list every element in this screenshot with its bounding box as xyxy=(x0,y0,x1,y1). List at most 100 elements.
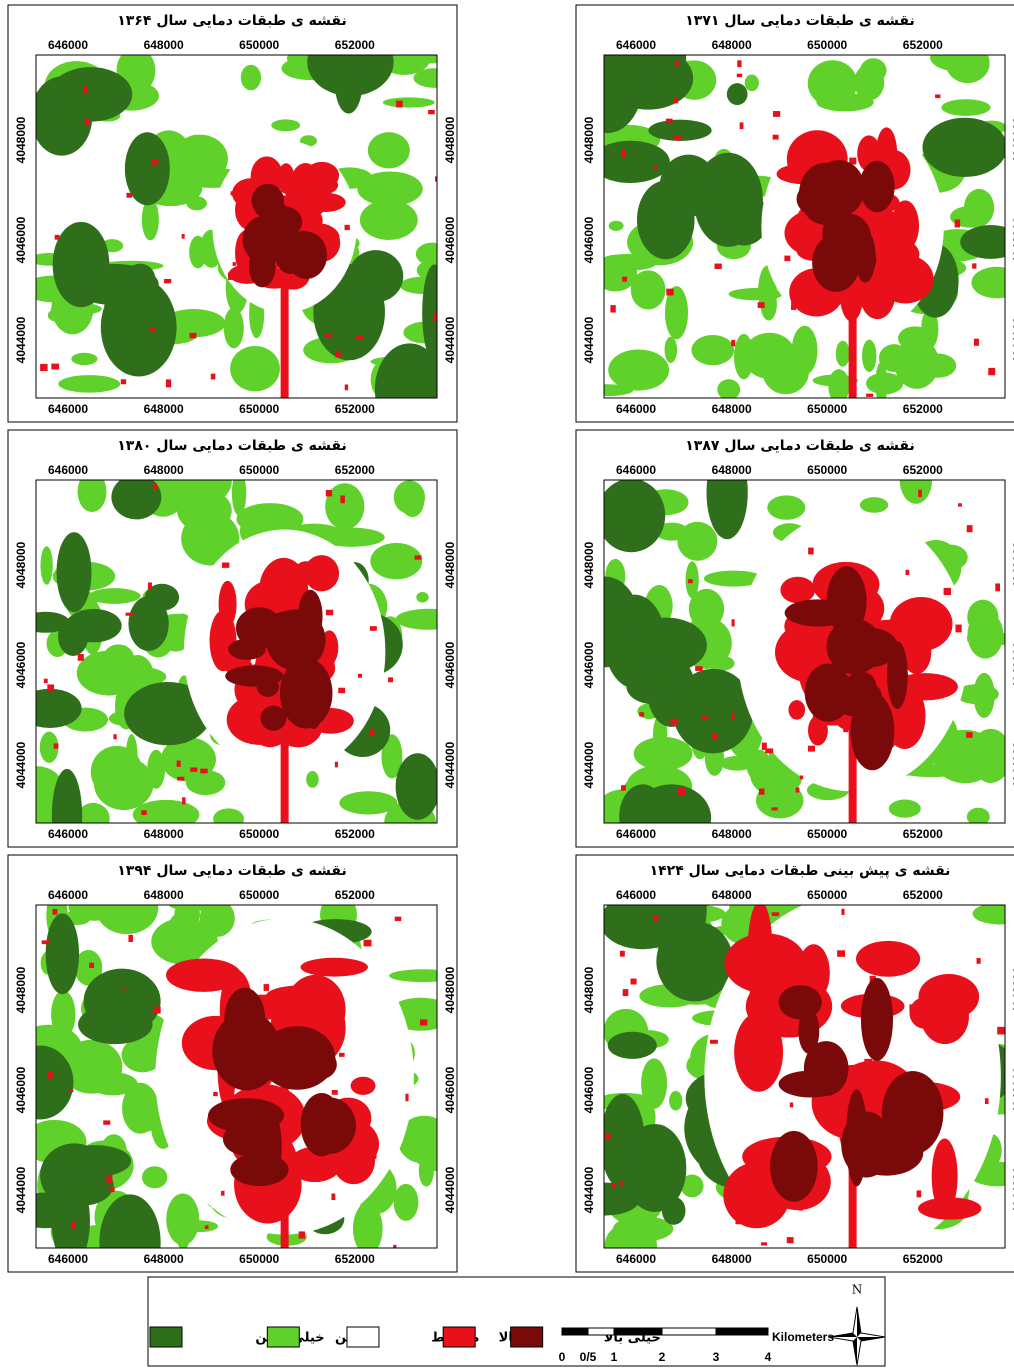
red-speck xyxy=(610,305,616,313)
red-speck xyxy=(761,742,767,750)
red-speck xyxy=(83,86,87,94)
light-green-patch xyxy=(664,286,689,340)
red-road xyxy=(280,226,289,398)
red-speck xyxy=(678,787,686,796)
red-speck xyxy=(757,302,765,308)
scale-label: 3 xyxy=(713,1350,720,1364)
red-patch xyxy=(166,958,242,992)
red-speck xyxy=(356,335,364,340)
red-speck xyxy=(758,788,765,795)
light-green-patch xyxy=(691,334,735,366)
x-tick-label: 650000 xyxy=(807,463,847,477)
red-speck xyxy=(791,301,795,309)
light-green-patch xyxy=(941,99,991,116)
dark-green-patch xyxy=(58,1145,132,1177)
red-patch xyxy=(734,1012,784,1092)
x-tick-label: 648000 xyxy=(144,827,184,841)
dark-green-patch xyxy=(656,921,734,1002)
red-speck xyxy=(176,760,181,767)
y-tick-label: 4046000 xyxy=(14,641,28,688)
map-frame xyxy=(603,54,1006,399)
legend-swatch xyxy=(510,1326,544,1348)
light-green-patch xyxy=(370,542,423,580)
x-tick-label: 646000 xyxy=(616,463,656,477)
dark-green-patch xyxy=(334,55,363,114)
red-road xyxy=(280,651,289,823)
light-green-patch xyxy=(181,511,240,566)
y-tick-label: 4048000 xyxy=(1011,116,1014,163)
y-tick-label: 4046000 xyxy=(14,1066,28,1113)
y-tick-label: 4044000 xyxy=(1011,741,1014,788)
red-speck xyxy=(673,97,679,104)
dark-green-patch xyxy=(36,688,82,729)
x-tick-label: 646000 xyxy=(616,1252,656,1266)
scale-segment xyxy=(587,1327,615,1336)
map xyxy=(36,480,437,823)
red-speck xyxy=(230,191,236,196)
red-speck xyxy=(864,1058,873,1064)
red-patch xyxy=(918,974,980,1020)
red-speck xyxy=(369,626,377,631)
x-tick-label: 652000 xyxy=(335,38,375,52)
red-speck xyxy=(618,1181,624,1185)
red-speck xyxy=(335,350,341,358)
dark-green-patch xyxy=(960,225,1005,259)
red-speck xyxy=(221,1190,225,1196)
dark-red-patch xyxy=(826,566,867,636)
light-green-patch xyxy=(920,353,957,378)
dark-red-patch xyxy=(859,160,895,213)
light-green-patch xyxy=(132,799,200,823)
x-tick-label: 646000 xyxy=(616,888,656,902)
light-green-patch xyxy=(608,349,670,391)
light-green-patch xyxy=(393,1183,419,1221)
y-tick-label: 4044000 xyxy=(582,741,596,788)
x-tick-label: 646000 xyxy=(48,402,88,416)
red-patch xyxy=(855,940,921,977)
light-green-patch xyxy=(664,336,678,364)
red-speck xyxy=(182,797,186,805)
x-tick-label: 648000 xyxy=(712,463,752,477)
red-speck xyxy=(916,1190,922,1198)
x-tick-label: 648000 xyxy=(144,1252,184,1266)
red-speck xyxy=(232,262,236,266)
scale-unit: Kilometers xyxy=(772,1330,834,1344)
dark-green-patch xyxy=(36,1192,77,1229)
dark-green-patch xyxy=(604,1182,640,1216)
panel-title: نقشه ی طبقات دمایی سال ۱۳۸۷ xyxy=(685,438,914,454)
light-green-patch xyxy=(325,483,365,530)
light-green-patch xyxy=(862,339,877,373)
dark-green-patch xyxy=(56,532,92,613)
red-patch xyxy=(724,933,807,994)
light-green-patch xyxy=(703,570,764,587)
red-speck xyxy=(298,1231,305,1239)
panel-title: نقشه ی پیش بینی طبقات دمایی سال ۱۴۲۴ xyxy=(650,863,951,879)
y-tick-label: 4046000 xyxy=(14,216,28,263)
light-green-patch xyxy=(967,610,1004,659)
x-tick-label: 650000 xyxy=(239,888,279,902)
red-speck xyxy=(163,278,172,284)
light-green-patch xyxy=(971,266,1005,299)
y-tick-label: 4046000 xyxy=(1011,216,1014,263)
legend-box xyxy=(147,1276,886,1367)
red-speck xyxy=(334,761,338,768)
red-speck xyxy=(630,978,637,985)
dark-green-patch xyxy=(36,1045,74,1120)
legend-swatch xyxy=(442,1326,476,1348)
dark-red-patch xyxy=(297,589,323,643)
red-speck xyxy=(396,100,403,108)
dark-green-patch xyxy=(604,140,670,183)
dark-green-patch xyxy=(111,480,162,520)
light-green-patch xyxy=(271,119,301,132)
light-green-patch xyxy=(859,497,889,513)
red-speck xyxy=(181,234,185,239)
red-speck xyxy=(153,1006,161,1014)
red-speck xyxy=(325,489,333,497)
red-speck xyxy=(331,1193,336,1201)
light-green-patch xyxy=(122,1082,159,1134)
red-speck xyxy=(935,94,941,99)
light-green-patch xyxy=(633,736,693,771)
y-tick-label: 4044000 xyxy=(1011,316,1014,363)
red-speck xyxy=(687,579,693,584)
red-speck xyxy=(324,333,332,338)
red-speck xyxy=(222,562,230,568)
